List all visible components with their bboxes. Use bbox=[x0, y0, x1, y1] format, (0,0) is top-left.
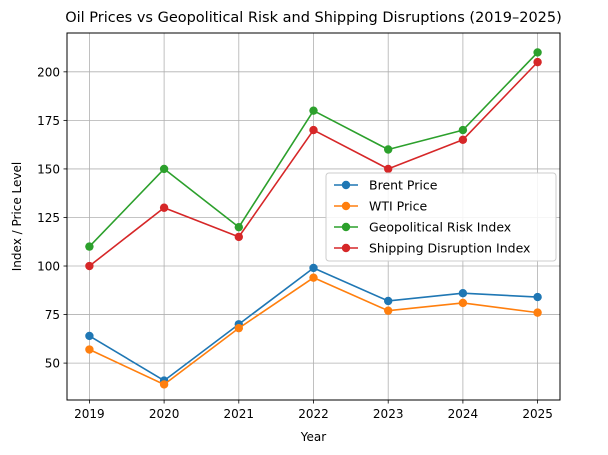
x-tick-label: 2021 bbox=[224, 407, 255, 421]
legend: Brent Price WTI Price Geopolitical Risk In… bbox=[325, 172, 557, 262]
legend-box bbox=[325, 172, 557, 262]
y-tick-label: 50 bbox=[45, 357, 60, 371]
data-point bbox=[458, 298, 468, 308]
y-tick-label: 100 bbox=[37, 260, 60, 274]
x-tick-label: 2023 bbox=[373, 407, 404, 421]
data-point bbox=[159, 380, 169, 389]
y-tick-label: 75 bbox=[45, 308, 60, 322]
y-axis-label: Index / Price Level bbox=[10, 162, 24, 271]
x-tick-label: 2020 bbox=[149, 407, 180, 421]
chart-title: Oil Prices vs Geopolitical Risk and Ship… bbox=[65, 10, 562, 26]
data-point bbox=[383, 145, 393, 154]
series-shipping-disruption-index bbox=[85, 57, 542, 271]
data-point bbox=[234, 323, 244, 333]
data-point bbox=[85, 331, 94, 341]
data-point bbox=[85, 261, 94, 271]
x-tick-label: 2025 bbox=[522, 407, 553, 421]
legend-label: Geopolitical Risk Index bbox=[369, 220, 511, 235]
x-tick-label: 2022 bbox=[298, 407, 329, 421]
data-point bbox=[458, 289, 468, 298]
legend-marker bbox=[341, 180, 351, 190]
data-point bbox=[533, 292, 542, 302]
x-axis-label: Year bbox=[300, 430, 326, 444]
y-tick-label: 175 bbox=[37, 114, 60, 128]
data-point bbox=[234, 222, 244, 232]
legend-marker bbox=[341, 222, 351, 232]
data-point bbox=[309, 106, 318, 115]
data-point bbox=[383, 306, 393, 315]
data-point bbox=[383, 296, 393, 306]
data-point bbox=[159, 203, 169, 212]
data-point bbox=[309, 273, 318, 282]
legend-marker bbox=[341, 243, 351, 253]
data-point bbox=[458, 125, 468, 135]
legend-label: Brent Price bbox=[369, 178, 438, 193]
y-tick-label: 125 bbox=[37, 211, 60, 225]
data-point bbox=[309, 125, 318, 135]
data-point bbox=[309, 263, 318, 273]
data-point bbox=[234, 232, 244, 242]
x-tick-label: 2024 bbox=[448, 407, 479, 421]
data-point bbox=[533, 48, 542, 57]
legend-label: Shipping Disruption Index bbox=[369, 241, 530, 256]
data-point bbox=[85, 242, 94, 251]
y-tick-label: 200 bbox=[37, 65, 60, 79]
x-tick-label: 2019 bbox=[74, 407, 105, 421]
data-point bbox=[85, 345, 94, 354]
series-layer bbox=[85, 48, 542, 389]
data-point bbox=[458, 135, 468, 144]
y-tick-label: 150 bbox=[37, 162, 60, 176]
data-point bbox=[383, 164, 393, 174]
series-geopolitical-risk-index bbox=[85, 48, 542, 251]
legend-marker bbox=[341, 201, 351, 211]
data-point bbox=[159, 164, 169, 174]
legend-label: WTI Price bbox=[369, 199, 427, 214]
series-wti-price bbox=[85, 273, 542, 389]
data-point bbox=[533, 308, 542, 317]
data-point bbox=[533, 57, 542, 67]
axes-ticks: 2019 2020 2021 2022 2023 2024 2025 50 75 100 125 15… bbox=[37, 65, 553, 421]
